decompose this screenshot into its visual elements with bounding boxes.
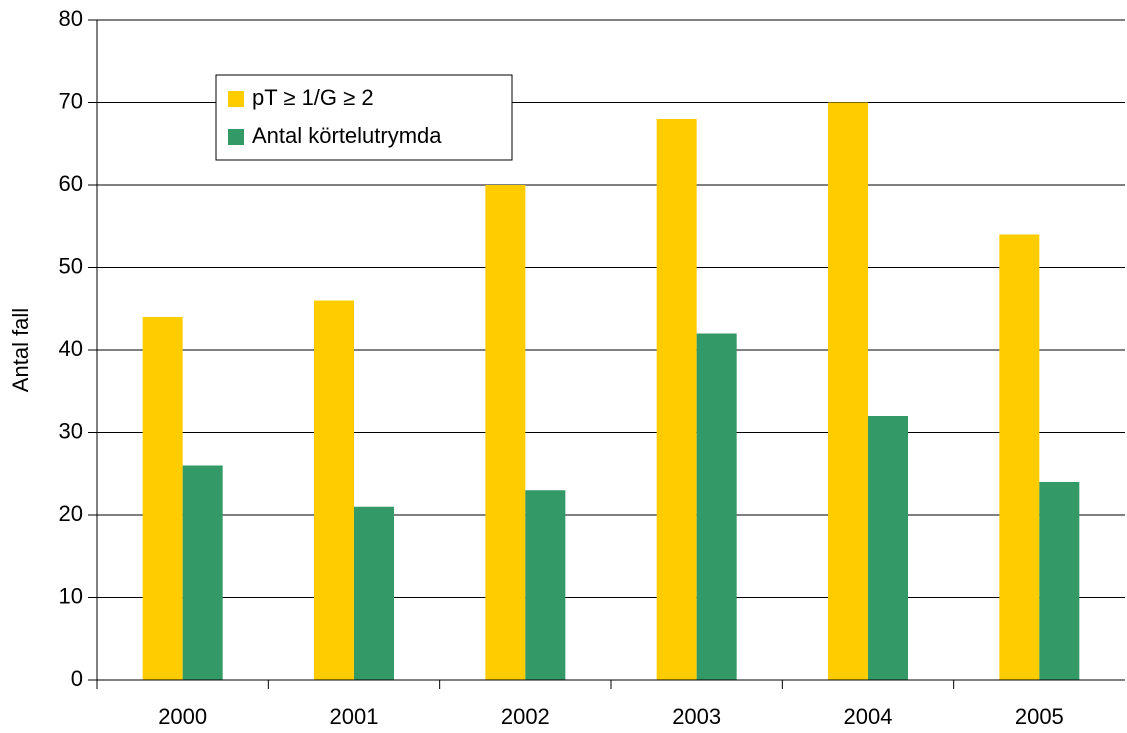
bar [354,506,394,680]
bar [314,300,354,680]
bar [828,102,868,680]
y-axis-label: Antal fall [8,308,33,392]
y-tick-label: 10 [59,583,83,608]
y-tick-label: 50 [59,253,83,278]
x-tick-label: 2004 [844,704,893,729]
x-tick-label: 2001 [330,704,379,729]
bar [696,333,737,680]
bar [868,416,908,680]
bar [142,317,183,680]
x-tick-label: 2000 [158,704,207,729]
legend-swatch [228,129,244,145]
y-tick-label: 20 [59,501,83,526]
bar [656,119,697,680]
y-tick-label: 80 [59,6,83,31]
legend-swatch [228,91,244,107]
bar [485,185,526,680]
bar [525,490,566,680]
legend-label: Antal körtelutrymda [252,123,442,148]
y-tick-label: 40 [59,336,83,361]
x-tick-label: 2005 [1015,704,1064,729]
y-tick-label: 70 [59,88,83,113]
bar [999,234,1040,680]
legend-box [215,74,513,161]
y-tick-label: 0 [71,666,83,691]
y-tick-label: 30 [59,418,83,443]
legend-label: pT ≥ 1/G ≥ 2 [252,85,374,110]
x-tick-label: 2003 [672,704,721,729]
bar [1039,482,1080,680]
x-tick-label: 2002 [501,704,550,729]
y-tick-label: 60 [59,171,83,196]
bar [182,465,223,680]
